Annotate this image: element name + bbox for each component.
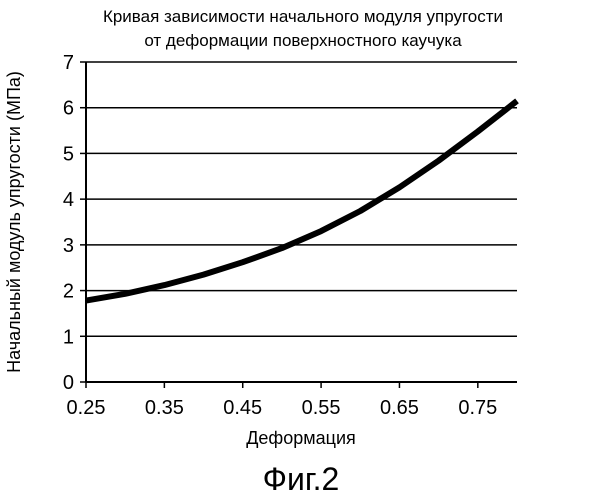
- y-tick-label-2: 2: [63, 281, 74, 303]
- figure-caption: Фиг.2: [263, 461, 340, 497]
- x-ticks: 0.25 0.35 0.45 0.55 0.65 0.75: [67, 382, 497, 419]
- x-tick-label-5: 0.75: [458, 397, 497, 419]
- x-tick-label-1: 0.35: [145, 397, 184, 419]
- y-tick-label-5: 5: [63, 143, 74, 165]
- y-tick-label-3: 3: [63, 235, 74, 257]
- grid: [86, 61, 517, 338]
- y-ticks: 0 1 2 3 4 5 6 7: [63, 52, 86, 394]
- y-tick-label-1: 1: [63, 326, 74, 348]
- y-axis-label: Начальный модуль упругости (МПа): [4, 71, 24, 373]
- axes: [85, 62, 517, 383]
- y-tick-label-6: 6: [63, 98, 74, 120]
- series-line-0: [85, 98, 519, 304]
- x-tick-label-0: 0.25: [67, 397, 106, 419]
- y-tick-label-0: 0: [63, 372, 74, 394]
- x-tick-label-3: 0.55: [302, 397, 341, 419]
- chart-title-line-2: от деформации поверхностного каучука: [144, 31, 462, 50]
- y-tick-label-7: 7: [63, 52, 74, 74]
- x-tick-label-2: 0.45: [223, 397, 262, 419]
- series: [85, 98, 519, 304]
- x-axis-label: Деформация: [246, 428, 356, 448]
- y-tick-label-4: 4: [63, 189, 74, 211]
- chart-title-line-1: Кривая зависимости начального модуля упр…: [103, 7, 503, 26]
- x-tick-label-4: 0.65: [380, 397, 419, 419]
